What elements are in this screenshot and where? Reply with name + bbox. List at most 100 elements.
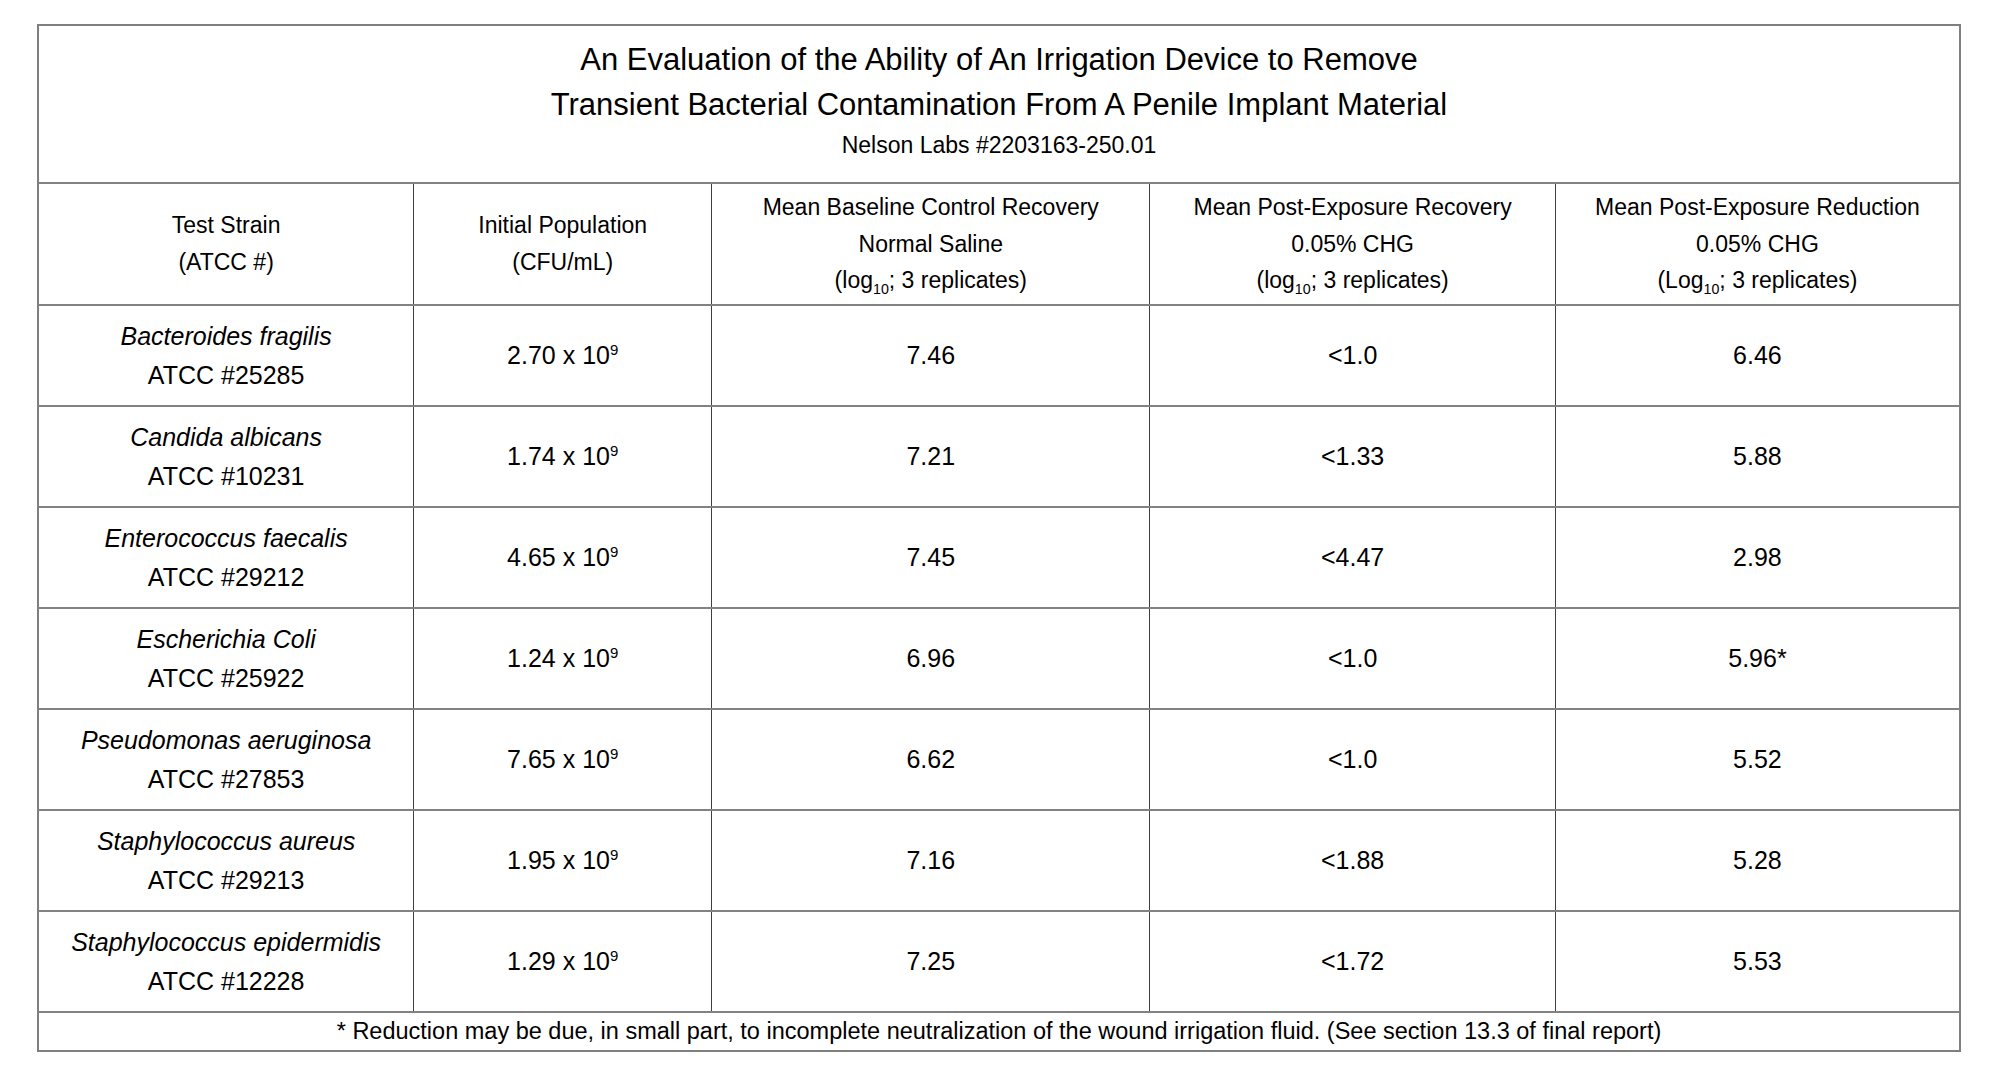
population-exponent: 9 [610, 745, 618, 762]
strain-name: Staphylococcus aureus [97, 827, 355, 855]
log-subscript: 10 [1704, 281, 1720, 297]
post-exposure-reduction-value: 5.88 [1733, 442, 1782, 470]
post-exposure-recovery-value: <1.88 [1321, 846, 1384, 874]
title-row: An Evaluation of the Ability of An Irrig… [38, 25, 1960, 183]
baseline-recovery-value: 6.96 [906, 644, 955, 672]
log-subscript: 10 [873, 281, 889, 297]
col-header-initial-population: Initial Population (CFU/mL) [414, 183, 712, 305]
cell-initial-population: 1.24 x 109 [414, 608, 712, 709]
baseline-recovery-value: 7.21 [906, 442, 955, 470]
table-row: Staphylococcus aureus ATCC #29213 1.95 x… [38, 810, 1960, 911]
strain-atcc-number: ATCC #10231 [148, 462, 305, 490]
cell-post-exposure-recovery: <1.72 [1150, 911, 1556, 1012]
header-line: Mean Post-Exposure Reduction [1595, 194, 1920, 220]
cell-baseline-recovery: 6.62 [712, 709, 1150, 810]
log-post: ; 3 replicates) [1311, 267, 1449, 293]
table-header-row: Test Strain (ATCC #) Initial Population … [38, 183, 1960, 305]
population-exponent: 9 [610, 442, 618, 459]
baseline-recovery-value: 7.45 [906, 543, 955, 571]
cell-initial-population: 1.29 x 109 [414, 911, 712, 1012]
cell-test-strain: Pseudomonas aeruginosa ATCC #27853 [38, 709, 414, 810]
header-line-log: (log10; 3 replicates) [1256, 267, 1448, 293]
population-value: 1.74 x 10 [507, 442, 610, 470]
post-exposure-reduction-value: 5.96* [1728, 644, 1786, 672]
cell-initial-population: 4.65 x 109 [414, 507, 712, 608]
footnote: * Reduction may be due, in small part, t… [38, 1012, 1960, 1051]
population-value: 7.65 x 10 [507, 745, 610, 773]
col-header-post-exposure-reduction: Mean Post-Exposure Reduction 0.05% CHG (… [1555, 183, 1960, 305]
cell-post-exposure-reduction: 6.46 [1555, 305, 1960, 406]
population-value: 1.29 x 10 [507, 947, 610, 975]
population-exponent: 9 [610, 644, 618, 661]
post-exposure-reduction-value: 6.46 [1733, 341, 1782, 369]
population-value: 1.24 x 10 [507, 644, 610, 672]
table-row: Escherichia Coli ATCC #25922 1.24 x 109 … [38, 608, 1960, 709]
results-table: An Evaluation of the Ability of An Irrig… [37, 24, 1961, 1052]
table-row: Staphylococcus epidermidis ATCC #12228 1… [38, 911, 1960, 1012]
cell-initial-population: 2.70 x 109 [414, 305, 712, 406]
header-line: (CFU/mL) [512, 249, 613, 275]
cell-baseline-recovery: 7.16 [712, 810, 1150, 911]
strain-atcc-number: ATCC #27853 [148, 765, 305, 793]
col-header-baseline-recovery: Mean Baseline Control Recovery Normal Sa… [712, 183, 1150, 305]
strain-atcc-number: ATCC #25285 [148, 361, 305, 389]
cell-test-strain: Staphylococcus aureus ATCC #29213 [38, 810, 414, 911]
cell-post-exposure-recovery: <1.0 [1150, 608, 1556, 709]
header-line: Initial Population [478, 212, 647, 238]
cell-test-strain: Bacteroides fragilis ATCC #25285 [38, 305, 414, 406]
cell-post-exposure-reduction: 5.28 [1555, 810, 1960, 911]
table-row: Candida albicans ATCC #10231 1.74 x 109 … [38, 406, 1960, 507]
baseline-recovery-value: 7.16 [906, 846, 955, 874]
strain-name: Bacteroides fragilis [121, 322, 332, 350]
header-line-log: (log10; 3 replicates) [835, 267, 1027, 293]
col-header-post-exposure-recovery: Mean Post-Exposure Recovery 0.05% CHG (l… [1150, 183, 1556, 305]
cell-post-exposure-reduction: 5.52 [1555, 709, 1960, 810]
header-line-log: (Log10; 3 replicates) [1657, 267, 1857, 293]
table-body: Bacteroides fragilis ATCC #25285 2.70 x … [38, 305, 1960, 1012]
cell-baseline-recovery: 7.21 [712, 406, 1150, 507]
header-line: 0.05% CHG [1696, 231, 1819, 257]
strain-name: Enterococcus faecalis [105, 524, 348, 552]
cell-post-exposure-reduction: 2.98 [1555, 507, 1960, 608]
strain-atcc-number: ATCC #29212 [148, 563, 305, 591]
post-exposure-recovery-value: <1.0 [1328, 644, 1377, 672]
strain-name: Pseudomonas aeruginosa [81, 726, 371, 754]
report-title-line1: An Evaluation of the Ability of An Irrig… [39, 38, 1959, 83]
log-subscript: 10 [1295, 281, 1311, 297]
population-exponent: 9 [610, 846, 618, 863]
log-post: ; 3 replicates) [889, 267, 1027, 293]
baseline-recovery-value: 7.25 [906, 947, 955, 975]
cell-post-exposure-reduction: 5.96* [1555, 608, 1960, 709]
table-row: Bacteroides fragilis ATCC #25285 2.70 x … [38, 305, 1960, 406]
strain-name: Escherichia Coli [137, 625, 316, 653]
baseline-recovery-value: 6.62 [906, 745, 955, 773]
table-row: Pseudomonas aeruginosa ATCC #27853 7.65 … [38, 709, 1960, 810]
cell-baseline-recovery: 7.46 [712, 305, 1150, 406]
population-value: 4.65 x 10 [507, 543, 610, 571]
log-post: ; 3 replicates) [1719, 267, 1857, 293]
log-pre: (log [835, 267, 873, 293]
post-exposure-reduction-value: 5.52 [1733, 745, 1782, 773]
population-exponent: 9 [610, 543, 618, 560]
header-line: Mean Post-Exposure Recovery [1193, 194, 1511, 220]
footnote-row: * Reduction may be due, in small part, t… [38, 1012, 1960, 1051]
cell-post-exposure-recovery: <1.0 [1150, 305, 1556, 406]
report-title-line2: Transient Bacterial Contamination From A… [39, 83, 1959, 128]
report-lab-reference: Nelson Labs #2203163-250.01 [39, 128, 1959, 163]
cell-baseline-recovery: 7.25 [712, 911, 1150, 1012]
cell-post-exposure-recovery: <1.88 [1150, 810, 1556, 911]
post-exposure-reduction-value: 5.53 [1733, 947, 1782, 975]
post-exposure-recovery-value: <1.72 [1321, 947, 1384, 975]
cell-initial-population: 7.65 x 109 [414, 709, 712, 810]
strain-atcc-number: ATCC #25922 [148, 664, 305, 692]
strain-atcc-number: ATCC #12228 [148, 967, 305, 995]
strain-name: Candida albicans [130, 423, 322, 451]
cell-post-exposure-recovery: <4.47 [1150, 507, 1556, 608]
post-exposure-reduction-value: 2.98 [1733, 543, 1782, 571]
post-exposure-recovery-value: <1.0 [1328, 341, 1377, 369]
cell-post-exposure-reduction: 5.53 [1555, 911, 1960, 1012]
log-pre: (log [1256, 267, 1294, 293]
report-page: An Evaluation of the Ability of An Irrig… [0, 0, 1998, 1086]
cell-post-exposure-reduction: 5.88 [1555, 406, 1960, 507]
strain-atcc-number: ATCC #29213 [148, 866, 305, 894]
